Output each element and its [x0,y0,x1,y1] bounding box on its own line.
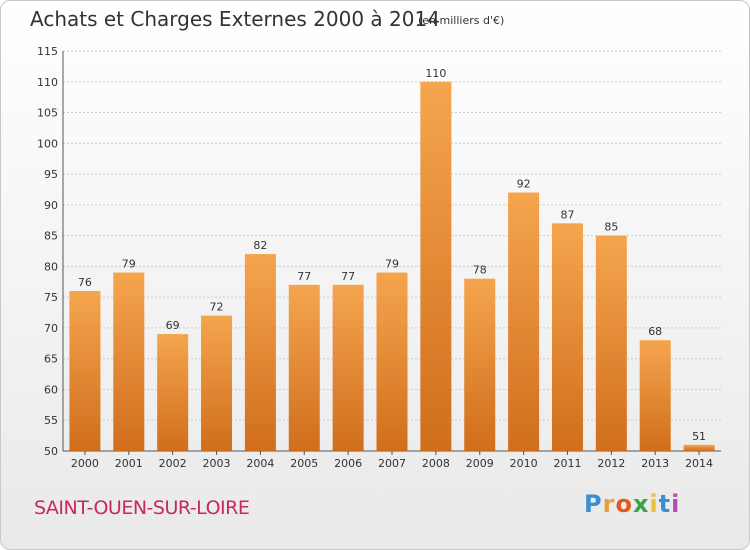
bar-value-label: 69 [166,319,180,332]
logo-letter: i [671,490,681,518]
bar [464,278,496,451]
bar [508,192,540,452]
logo-letter: r [602,490,616,518]
y-tick-label: 50 [44,445,58,458]
city-name: SAINT-OUEN-SUR-LOIRE [34,497,250,519]
y-tick-label: 80 [44,260,58,273]
x-tick-label: 2010 [510,457,538,470]
y-tick-label: 100 [37,137,58,150]
y-tick-label: 85 [44,230,58,243]
x-tick-label: 2005 [290,457,318,470]
bar [376,272,408,451]
logo-letter: o [615,490,633,518]
bar-value-label: 77 [297,270,311,283]
y-tick-label: 105 [37,107,58,120]
y-tick-label: 70 [44,322,58,335]
bar-value-label: 78 [473,264,487,277]
bar-value-label: 110 [425,67,446,80]
x-tick-label: 2008 [422,457,450,470]
y-tick-label: 110 [37,76,58,89]
bar-value-label: 51 [692,430,706,443]
x-tick-label: 2003 [203,457,231,470]
bar [595,235,627,451]
x-tick-label: 2014 [685,457,713,470]
x-tick-label: 2001 [115,457,143,470]
bar-value-label: 77 [341,270,355,283]
bar [113,272,145,451]
x-tick-label: 2013 [641,457,669,470]
bar-value-label: 76 [78,276,92,289]
x-tick-label: 2006 [334,457,362,470]
y-tick-label: 95 [44,168,58,181]
x-tick-label: 2002 [159,457,187,470]
x-tick-label: 2007 [378,457,406,470]
chart-subtitle: (en milliers d'€) [418,14,505,27]
bar-value-label: 79 [385,258,399,271]
bar-value-label: 92 [517,178,531,191]
y-tick-label: 90 [44,199,58,212]
y-tick-label: 115 [37,45,58,58]
y-tick-label: 65 [44,353,58,366]
bar-value-label: 72 [210,301,224,314]
bar [157,334,189,451]
bar [201,315,233,451]
labels: 50 55 60 65 70 75 80 85 90 95 100 105 110 115 76 2000 79… [37,45,713,470]
bar [683,444,715,451]
y-tick-label: 55 [44,414,58,427]
logo-letter: P [584,490,603,518]
bar-value-label: 87 [560,208,574,221]
bar [69,291,101,451]
bar-value-label: 68 [648,325,662,338]
bar [288,284,320,451]
chart-title: Achats et Charges Externes 2000 à 2014 [30,7,440,31]
bar [551,223,583,451]
logo-letter: t [658,490,672,518]
x-tick-label: 2000 [71,457,99,470]
proxiti-logo[interactable]: Proxiti [584,490,680,518]
bar-value-label: 79 [122,258,136,271]
bar-value-label: 85 [604,221,618,234]
x-tick-label: 2009 [466,457,494,470]
logo-letter: x [632,490,650,518]
x-tick-label: 2012 [597,457,625,470]
bar [420,81,452,452]
logo-letter: i [649,490,659,518]
x-tick-label: 2011 [553,457,581,470]
y-tick-label: 60 [44,383,58,396]
bar [639,340,671,451]
bar-value-label: 82 [253,239,267,252]
y-tick-label: 75 [44,291,58,304]
bar [244,254,276,451]
bars [69,81,715,452]
bar [332,284,364,451]
x-tick-label: 2004 [246,457,274,470]
